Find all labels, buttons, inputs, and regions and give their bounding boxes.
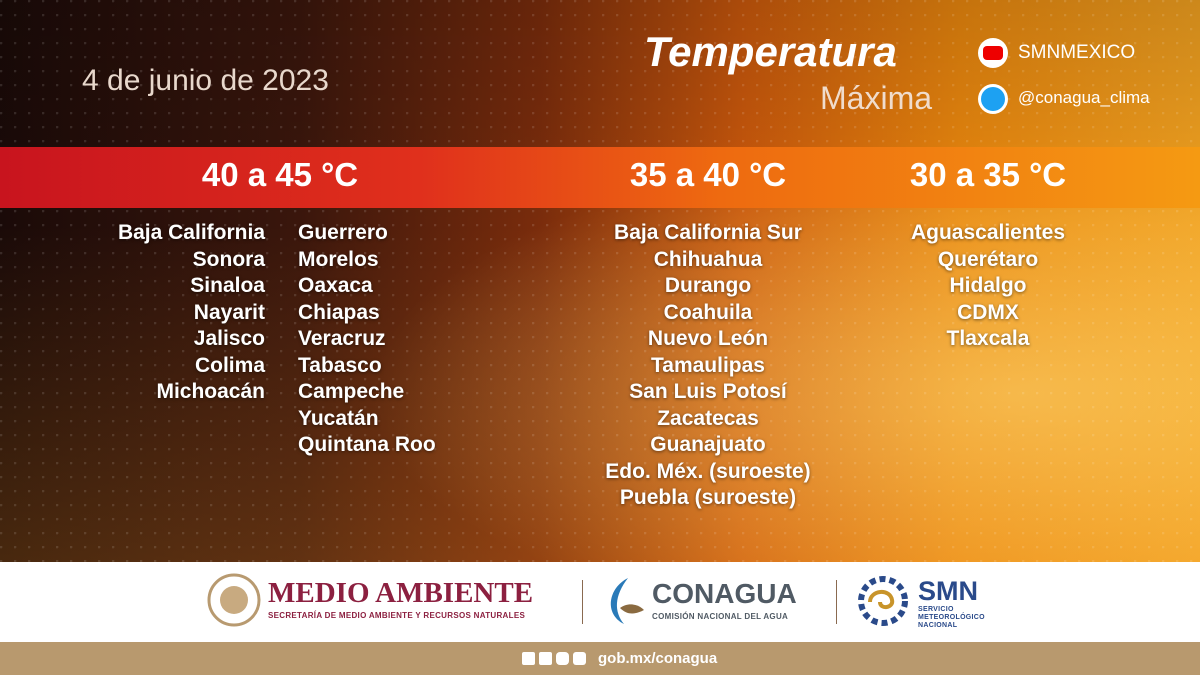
state-name: Edo. Méx. (suroeste) <box>605 459 811 483</box>
state-name: CDMX <box>957 300 1019 324</box>
state-name: Tamaulipas <box>651 353 765 377</box>
semarnat-name: MEDIO AMBIENTE <box>268 577 534 609</box>
semarnat-full: SECRETARÍA DE MEDIO AMBIENTE Y RECURSOS … <box>268 611 526 620</box>
range-heading: 35 a 40 °C <box>629 156 787 193</box>
state-name: Jalisco <box>193 327 265 350</box>
range-band <box>0 147 1200 208</box>
youtube-handle[interactable]: SMNMEXICO <box>1018 42 1136 63</box>
date: 4 de junio de 2023 <box>82 64 329 97</box>
state-name: Zacatecas <box>657 406 759 430</box>
smn-icon <box>858 576 908 626</box>
title: Temperatura <box>644 28 897 75</box>
smn-full: SERVICIO METEOROLÓGICO NACIONAL <box>918 606 985 630</box>
facebook-icon[interactable] <box>522 652 535 665</box>
separator <box>836 580 837 624</box>
state-name: Baja California <box>117 221 265 244</box>
state-name: Colima <box>194 353 265 377</box>
state-name: Nayarit <box>193 300 265 324</box>
twitter-handle[interactable]: @conagua_clima <box>1018 88 1150 107</box>
social-icons <box>522 652 592 666</box>
state-name: Chiapas <box>298 300 380 324</box>
state-name: Puebla (suroeste) <box>619 486 797 509</box>
range-heading: 30 a 35 °C <box>909 156 1067 193</box>
state-name: Guanajuato <box>650 433 766 456</box>
separator <box>582 580 583 624</box>
state-name: Yucatán <box>298 406 379 430</box>
state-name: Baja California Sur <box>614 221 802 244</box>
conagua-full: COMISIÓN NACIONAL DEL AGUA <box>652 612 789 621</box>
state-name: Durango <box>664 274 752 297</box>
youtube-icon[interactable] <box>573 652 586 665</box>
state-name: Oaxaca <box>298 274 373 297</box>
state-name: Coahuila <box>663 300 753 324</box>
state-name: San Luis Potosí <box>629 380 787 403</box>
state-name: Morelos <box>298 247 379 271</box>
youtube-icon[interactable] <box>978 38 1008 68</box>
url[interactable]: gob.mx/conagua <box>598 650 718 667</box>
conagua-icon <box>610 578 644 624</box>
state-name: Guerrero <box>298 221 388 244</box>
state-name: Hidalgo <box>949 274 1027 297</box>
state-name: Chihuahua <box>653 247 763 271</box>
state-name: Campeche <box>298 380 405 403</box>
state-name: Querétaro <box>937 247 1039 271</box>
smn-line: SERVICIO <box>918 606 954 613</box>
state-name: Michoacán <box>156 380 265 403</box>
subtitle: Máxima <box>820 80 933 116</box>
smn-name: SMN <box>918 576 978 606</box>
smn-line: NACIONAL <box>918 622 958 629</box>
state-name: Tabasco <box>298 353 382 377</box>
state-name: Quintana Roo <box>298 433 436 456</box>
state-name: Veracruz <box>298 327 386 350</box>
state-name: Sinaloa <box>190 274 265 297</box>
footer-bar <box>0 642 1200 675</box>
state-name: Aguascalientes <box>910 221 1066 244</box>
footer <box>0 562 1200 642</box>
smn-line: METEOROLÓGICO <box>918 614 985 621</box>
twitter-icon[interactable] <box>539 652 552 665</box>
instagram-icon[interactable] <box>556 652 569 665</box>
conagua-name: CONAGUA <box>652 578 797 609</box>
state-name: Tlaxcala <box>946 327 1030 350</box>
twitter-icon[interactable] <box>978 84 1008 114</box>
state-name: Nuevo León <box>647 327 769 350</box>
seal-icon <box>207 573 261 627</box>
state-name: Sonora <box>192 247 265 271</box>
range-heading: 40 a 45 °C <box>201 156 359 193</box>
